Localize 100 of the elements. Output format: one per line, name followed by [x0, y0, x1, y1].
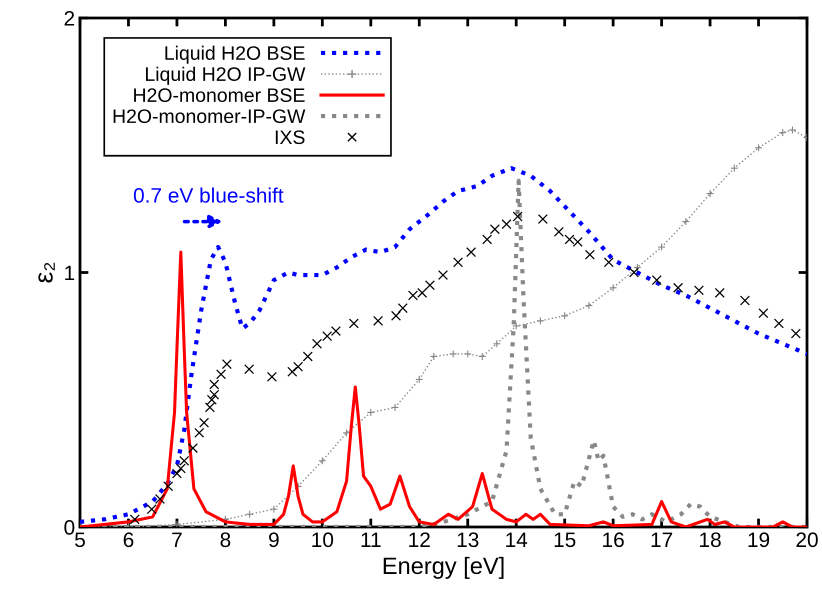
point	[209, 390, 220, 400]
annotation: 0.7 eV blue-shift	[134, 187, 284, 203]
x-tick-label: 14	[506, 532, 528, 547]
x-axis-title: Energy [eV]	[384, 556, 504, 579]
point	[176, 463, 186, 474]
x-tick-label: 10	[312, 532, 334, 548]
point	[216, 369, 226, 380]
point	[266, 372, 277, 382]
point	[512, 322, 520, 330]
point	[554, 226, 564, 237]
x-tick-label: 17	[652, 532, 672, 547]
point	[490, 224, 500, 234]
point	[318, 456, 326, 465]
point	[512, 211, 523, 222]
point	[430, 352, 438, 361]
point	[449, 350, 458, 358]
x-tick-label: 18	[700, 532, 721, 548]
point	[464, 350, 472, 358]
point	[270, 505, 278, 514]
y-axis-title: ε₂	[38, 262, 55, 283]
point	[398, 303, 408, 314]
point	[415, 375, 424, 384]
point	[146, 504, 157, 514]
point	[740, 295, 750, 306]
point	[294, 482, 302, 490]
x-tick-label: 13	[458, 532, 478, 548]
legend-label: Liquid H2O IP-GW	[146, 66, 306, 85]
point	[628, 267, 639, 278]
legend-label: H2O-monomer BSE	[134, 88, 305, 102]
point	[790, 328, 801, 339]
x-tick-label: 12	[409, 532, 430, 547]
x-tick-label: 6	[124, 532, 134, 548]
point	[609, 284, 618, 292]
y-tick-label: 2	[64, 11, 74, 26]
point	[172, 520, 181, 527]
point	[163, 481, 174, 492]
x-tick-label: 9	[269, 532, 279, 548]
point	[584, 302, 593, 310]
point	[673, 282, 684, 293]
point	[754, 144, 763, 152]
x-tick-label: 16	[603, 532, 624, 548]
point	[478, 352, 486, 361]
point	[302, 351, 313, 362]
point	[714, 288, 725, 298]
point	[199, 418, 210, 428]
point	[482, 234, 492, 244]
x-tick-label: 15	[554, 532, 576, 548]
point	[424, 280, 435, 290]
point	[538, 214, 548, 224]
point	[366, 408, 375, 416]
point	[438, 270, 448, 280]
x-tick-label: 11	[362, 532, 381, 547]
point	[348, 318, 359, 328]
point	[322, 331, 332, 342]
point	[658, 243, 666, 252]
point	[209, 379, 220, 390]
point	[312, 338, 322, 349]
point	[652, 275, 662, 286]
x-tick-label: 8	[220, 532, 230, 548]
point	[206, 394, 217, 405]
point	[453, 257, 464, 268]
point	[560, 312, 569, 320]
point	[287, 366, 298, 377]
y-tick-label: 1	[65, 266, 74, 280]
point	[390, 310, 402, 321]
point	[154, 494, 165, 504]
y-tick-label: 0	[64, 520, 74, 535]
point	[604, 257, 614, 268]
point	[188, 443, 198, 454]
point	[633, 263, 642, 272]
legend-label: IXS	[276, 130, 305, 144]
point	[501, 219, 512, 230]
legend-label: H2O-monomer-IP-GW	[114, 109, 306, 124]
point	[244, 364, 254, 374]
point	[466, 247, 476, 258]
point	[246, 510, 254, 518]
point	[730, 164, 738, 172]
point	[778, 128, 787, 137]
x-tick-label: 19	[748, 532, 770, 548]
point	[194, 428, 204, 438]
x-tick-label: 20	[796, 532, 818, 548]
x-tick-label: 5	[75, 532, 85, 548]
x-tick-label: 7	[172, 532, 182, 547]
point	[130, 514, 140, 524]
point	[682, 218, 690, 226]
point	[373, 316, 384, 326]
point	[492, 340, 501, 348]
point	[172, 468, 182, 479]
point	[330, 326, 341, 336]
point	[204, 402, 215, 412]
point	[758, 308, 768, 318]
point	[774, 318, 784, 328]
point	[391, 403, 400, 412]
point	[706, 190, 714, 198]
legend-label: Liquid H2O BSE	[165, 46, 305, 64]
point	[788, 126, 796, 134]
point	[694, 285, 704, 296]
point	[179, 456, 190, 466]
point	[536, 316, 544, 325]
point	[584, 250, 595, 260]
